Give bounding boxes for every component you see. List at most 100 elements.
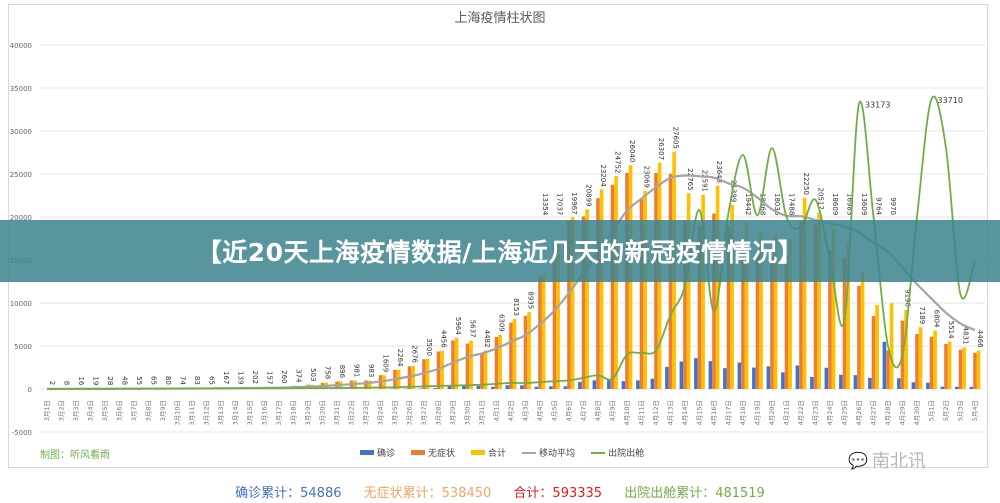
bar-total [904,309,908,389]
bar-confirmed [679,361,684,389]
x-tick-label: 4月27日 [870,400,878,425]
bar-confirmed [650,378,655,389]
x-tick-label: 3月13日 [217,400,225,425]
bar-asymptomatic [364,380,368,389]
bar-asymptomatic [857,285,861,389]
x-tick-label: 3月24日 [377,400,385,425]
bar-confirmed [868,377,872,389]
x-tick-label: 4月29日 [899,400,907,425]
bar-asymptomatic [451,340,455,389]
data-label: 167 [222,371,230,384]
bar-total [425,358,430,389]
bar-asymptomatic [755,252,760,389]
data-label: 18609 [831,193,839,215]
data-label: 1609 [382,354,390,372]
x-tick-label: 4月22日 [797,400,805,425]
bar-total [454,337,459,389]
bar-asymptomatic [552,245,557,389]
x-tick-label: 4月24日 [826,400,834,425]
data-label: 20899 [585,184,593,206]
data-label: 2 [48,381,56,385]
stat-discharged: 出院出舱累计：481519 [624,486,765,501]
bar-confirmed [433,388,437,389]
bar-asymptomatic [494,336,499,389]
bar-asymptomatic [610,184,615,389]
data-label: 23204 [599,164,607,187]
data-label: 503 [309,368,317,381]
bar-confirmed [810,376,814,389]
bar-asymptomatic [958,349,963,389]
y-tick-label: 20000 [10,214,32,222]
legend-swatch [471,450,486,455]
bar-asymptomatic [973,352,977,389]
legend-label: 移动平均 [539,449,576,459]
data-label: 16 [77,376,85,385]
y-tick-label: 5000 [14,343,32,351]
x-tick-label: 4月3日 [522,400,530,421]
bar-asymptomatic [436,351,441,389]
bar-total [889,303,894,389]
x-tick-label: 3月25日 [391,400,399,425]
y-tick-label: 0 [28,386,32,394]
peak-label: 33710 [938,96,963,105]
data-label: 260 [280,370,288,383]
data-label: 139 [237,371,245,384]
data-label: 26040 [628,140,636,162]
x-tick-label: 4月18日 [739,400,747,425]
bar-confirmed [955,386,959,389]
x-tick-label: 4月28日 [884,400,892,425]
x-tick-label: 4月21日 [783,400,791,425]
legend-item-moving-avg: 移动平均 [522,446,575,459]
data-label: 74 [179,376,187,385]
data-label: 23069 [643,166,651,188]
x-tick-label: 4月8日 [594,400,602,421]
bar-confirmed [549,386,553,389]
bar-confirmed [665,366,669,389]
banner-title: 【近20天上海疫情数据/上海近几天的新冠疫情情况】 [196,238,804,267]
bar-total [962,347,966,389]
chart-legend: 确诊 无症状 合计 移动平均 出院出舱 [360,446,644,459]
bar-asymptomatic [639,199,644,389]
x-tick-label: 5月4日 [971,400,979,421]
bar-confirmed [940,386,945,389]
bar-total [498,334,502,389]
bar-total [933,330,937,389]
data-label: 202 [251,371,259,384]
data-label: 83 [193,376,201,385]
x-tick-label: 3月16日 [261,400,269,425]
data-label: 8153 [512,298,520,316]
bar-total [614,176,618,389]
bar-asymptomatic [726,225,731,389]
bar-total [918,327,923,389]
x-tick-label: 3月31日 [478,400,486,425]
data-label: 4456 [440,330,448,348]
bar-asymptomatic [784,255,789,389]
stat-total: 合计：593335 [513,486,603,501]
legend-swatch [522,451,537,454]
wechat-icon: 💬 [848,450,868,470]
x-tick-label: 3月18日 [290,400,298,425]
bar-asymptomatic [509,322,513,389]
bar-total [730,204,734,389]
x-tick-label: 3月4日 [87,400,95,421]
data-label: 20517 [817,188,825,210]
x-tick-label: 4月26日 [855,400,863,425]
x-tick-label: 5月1日 [928,400,936,421]
x-tick-label: 3月5日 [101,400,109,421]
bar-asymptomatic [581,216,586,389]
data-label: 5964 [454,317,462,335]
legend-swatch [411,450,426,455]
bar-asymptomatic [944,343,948,389]
bar-total [788,238,792,389]
x-tick-label: 4月1日 [493,400,501,421]
x-tick-label: 3月12日 [203,400,211,425]
title-banner: 【近20天上海疫情数据/上海近几天的新冠疫情情况】 [0,220,1000,282]
bar-total [599,189,604,389]
x-tick-label: 3月9日 [159,400,167,421]
x-tick-label: 4月4日 [536,400,544,421]
bar-confirmed [636,380,640,389]
bar-asymptomatic [465,343,470,389]
bar-confirmed [462,385,466,389]
bar-confirmed [607,380,611,389]
bar-confirmed [476,385,481,389]
